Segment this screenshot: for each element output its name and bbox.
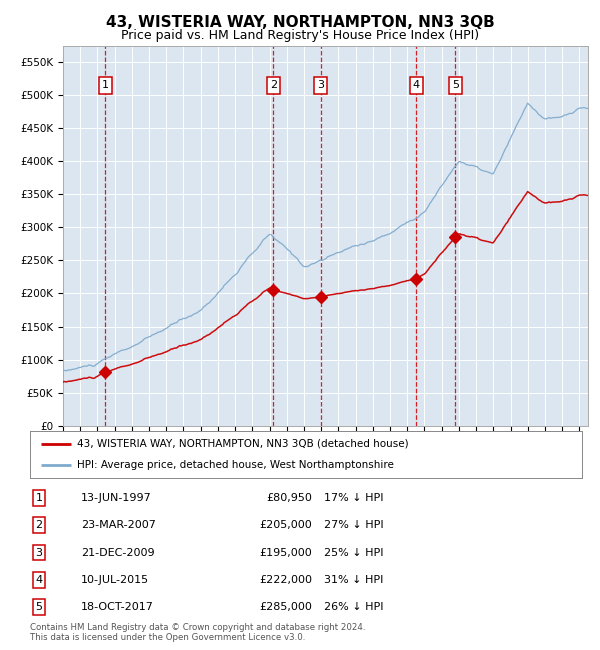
Text: £222,000: £222,000 [259,575,312,585]
Text: 1: 1 [101,81,109,90]
Text: Contains HM Land Registry data © Crown copyright and database right 2024.
This d: Contains HM Land Registry data © Crown c… [30,623,365,642]
Text: 21-DEC-2009: 21-DEC-2009 [81,547,155,558]
Text: £205,000: £205,000 [259,520,312,530]
Text: 3: 3 [35,547,43,558]
Text: £195,000: £195,000 [259,547,312,558]
Text: 4: 4 [35,575,43,585]
Text: 43, WISTERIA WAY, NORTHAMPTON, NN3 3QB (detached house): 43, WISTERIA WAY, NORTHAMPTON, NN3 3QB (… [77,439,409,448]
Text: £80,950: £80,950 [266,493,312,503]
Text: 1: 1 [35,493,43,503]
Text: 10-JUL-2015: 10-JUL-2015 [81,575,149,585]
Text: Price paid vs. HM Land Registry's House Price Index (HPI): Price paid vs. HM Land Registry's House … [121,29,479,42]
Text: £285,000: £285,000 [259,602,312,612]
Text: 43, WISTERIA WAY, NORTHAMPTON, NN3 3QB: 43, WISTERIA WAY, NORTHAMPTON, NN3 3QB [106,15,494,31]
Text: 4: 4 [413,81,420,90]
Text: 3: 3 [317,81,324,90]
Text: 25% ↓ HPI: 25% ↓ HPI [324,547,383,558]
Text: 23-MAR-2007: 23-MAR-2007 [81,520,156,530]
Text: 26% ↓ HPI: 26% ↓ HPI [324,602,383,612]
Text: 18-OCT-2017: 18-OCT-2017 [81,602,154,612]
Text: 2: 2 [270,81,277,90]
Text: 5: 5 [35,602,43,612]
Text: 13-JUN-1997: 13-JUN-1997 [81,493,152,503]
Text: 31% ↓ HPI: 31% ↓ HPI [324,575,383,585]
Text: 2: 2 [35,520,43,530]
Text: 27% ↓ HPI: 27% ↓ HPI [324,520,383,530]
Text: 17% ↓ HPI: 17% ↓ HPI [324,493,383,503]
Text: HPI: Average price, detached house, West Northamptonshire: HPI: Average price, detached house, West… [77,460,394,470]
Text: 5: 5 [452,81,459,90]
